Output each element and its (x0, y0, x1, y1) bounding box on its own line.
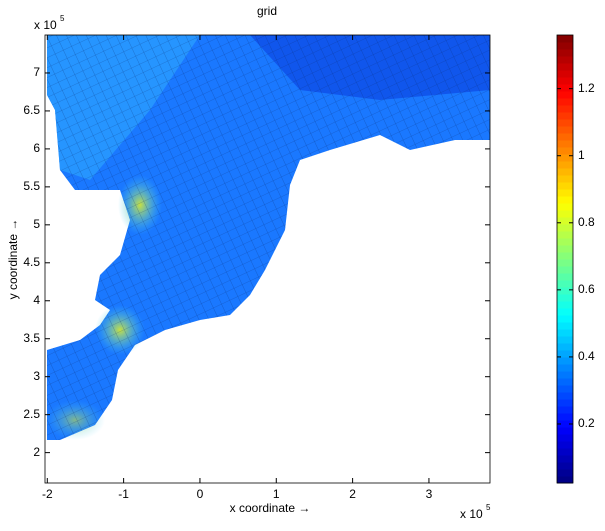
colorbar-step (557, 392, 573, 400)
colorbar-step (557, 413, 573, 421)
colorbar-step (557, 441, 573, 449)
colorbar-tick-label: 1.2 (578, 81, 595, 95)
y-tick-label: 2 (33, 445, 40, 459)
colorbar-step (557, 140, 573, 148)
x-multiplier: x 10 (460, 507, 483, 521)
colorbar-step (557, 126, 573, 134)
colorbar-step (557, 462, 573, 470)
colorbar-step (557, 273, 573, 281)
colorbar-step (557, 259, 573, 267)
colorbar-tick-label: 0.6 (578, 282, 595, 296)
colorbar-step (557, 77, 573, 85)
colorbar-step (557, 189, 573, 197)
colorbar-step (557, 469, 573, 477)
colorbar-step (557, 133, 573, 141)
colorbar-step (557, 266, 573, 274)
colorbar-step (557, 56, 573, 64)
y-tick-label: 3.5 (23, 331, 40, 345)
colorbar-step (557, 154, 573, 162)
y-tick-label: 6 (33, 141, 40, 155)
colorbar-step (557, 252, 573, 260)
colorbar-step (557, 287, 573, 295)
x-tick-label: 1 (273, 487, 280, 501)
colorbar-step (557, 308, 573, 316)
colorbar-step (557, 161, 573, 169)
colorbar-tick-label: 0.2 (578, 416, 595, 430)
colorbar-step (557, 168, 573, 176)
colorbar-step (557, 119, 573, 127)
y-tick-label: 2.5 (23, 407, 40, 421)
colorbar-step (557, 399, 573, 407)
axes-box (44, 34, 491, 484)
y-tick-label: 7 (33, 65, 40, 79)
colorbar-step (557, 294, 573, 302)
x-tick-label: 3 (426, 487, 433, 501)
colorbar-step (557, 364, 573, 372)
colorbar-step (557, 315, 573, 323)
colorbar-step (557, 175, 573, 183)
colorbar-step (557, 42, 573, 50)
colorbar-step (557, 91, 573, 99)
colorbar-step (557, 182, 573, 190)
y-multiplier-exponent: 5 (60, 14, 65, 23)
chart-title: grid (257, 4, 277, 18)
colorbar-step (557, 147, 573, 155)
y-tick-label: 3 (33, 369, 40, 383)
y-tick-label: 5.5 (23, 179, 40, 193)
colorbar-step (557, 196, 573, 204)
colorbar-step (557, 385, 573, 393)
colorbar-step (557, 70, 573, 78)
x-tick-label: -1 (118, 487, 129, 501)
colorbar-step (557, 343, 573, 351)
colorbar-step (557, 203, 573, 211)
y-tick-label: 4.5 (23, 255, 40, 269)
x-tick-label: 0 (197, 487, 204, 501)
y-multiplier: x 10 (34, 18, 57, 32)
colorbar-step (557, 35, 573, 43)
colorbar-step (557, 406, 573, 414)
colorbar-step (557, 245, 573, 253)
grid-domain (45, 35, 490, 440)
y-tick-label: 4 (33, 293, 40, 307)
colorbar-step (557, 217, 573, 225)
colorbar-step (557, 210, 573, 218)
colorbar-step (557, 448, 573, 456)
colorbar-step (557, 105, 573, 113)
colorbar-step (557, 476, 573, 484)
colorbar-step (557, 280, 573, 288)
colorbar-tick-label: 0.4 (578, 349, 595, 363)
colorbar-step (557, 98, 573, 106)
colorbar-step (557, 322, 573, 330)
colorbar-step (557, 350, 573, 358)
y-tick-label: 5 (33, 217, 40, 231)
colorbar-box (556, 34, 574, 484)
colorbar-step (557, 357, 573, 365)
colorbar-step (557, 427, 573, 435)
colorbar-tick-label: 1 (578, 148, 585, 162)
colorbar-step (557, 455, 573, 463)
y-tick-label: 6.5 (23, 103, 40, 117)
colorbar-step (557, 434, 573, 442)
colorbar-step (557, 49, 573, 57)
colorbar-step (557, 231, 573, 239)
y-axis-label: y coordinate → (6, 219, 20, 300)
colorbar-step (557, 336, 573, 344)
colorbar-step (557, 224, 573, 232)
colorbar-step (557, 63, 573, 71)
colorbar-tick-label: 0.8 (578, 215, 595, 229)
colorbar-step (557, 371, 573, 379)
x-multiplier-exponent: 5 (486, 503, 491, 512)
x-axis-label: x coordinate → (230, 501, 311, 515)
x-tick-label: -2 (42, 487, 53, 501)
x-tick-label: 2 (349, 487, 356, 501)
colorbar-step (557, 238, 573, 246)
colorbar-step (557, 420, 573, 428)
colorbar-step (557, 378, 573, 386)
colorbar-step (557, 301, 573, 309)
colorbar-step (557, 112, 573, 120)
colorbar-step (557, 329, 573, 337)
colorbar-step (557, 84, 573, 92)
